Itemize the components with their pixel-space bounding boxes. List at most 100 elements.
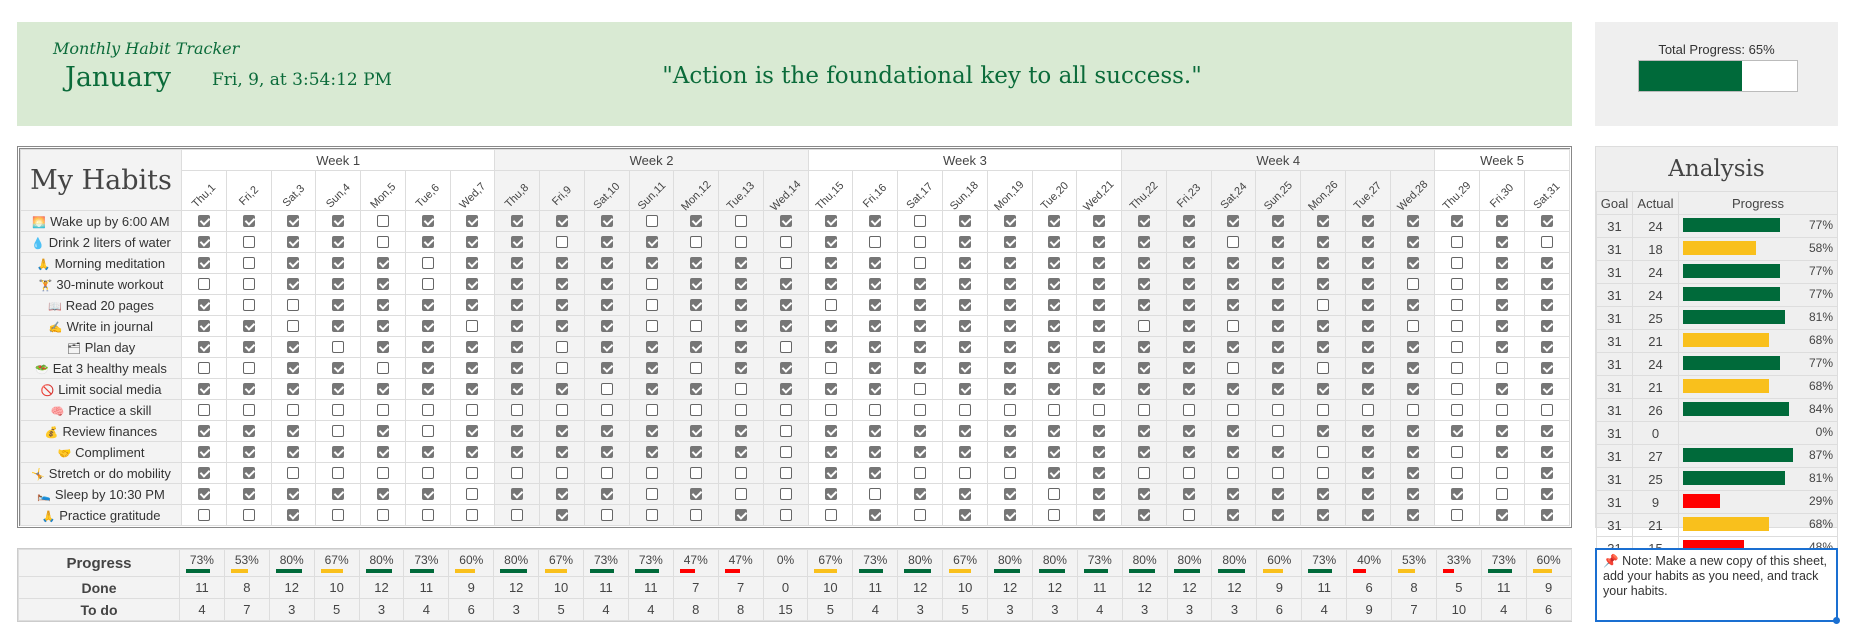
habit-checkbox[interactable] <box>376 466 389 479</box>
habit-checkbox[interactable] <box>197 235 210 248</box>
habit-checkbox[interactable] <box>511 508 524 521</box>
habit-checkbox[interactable] <box>824 340 837 353</box>
habit-checkbox[interactable] <box>332 487 345 500</box>
habit-checkbox[interactable] <box>690 424 703 437</box>
habit-checkbox[interactable] <box>421 361 434 374</box>
habit-checkbox[interactable] <box>1272 256 1285 269</box>
habit-checkbox[interactable] <box>1227 277 1240 290</box>
habit-checkbox[interactable] <box>1048 340 1061 353</box>
habit-checkbox[interactable] <box>1496 508 1509 521</box>
habit-checkbox[interactable] <box>421 466 434 479</box>
habit-checkbox[interactable] <box>1227 508 1240 521</box>
habit-checkbox[interactable] <box>287 382 300 395</box>
habit-checkbox[interactable] <box>1093 508 1106 521</box>
habit-checkbox[interactable] <box>511 235 524 248</box>
habit-checkbox[interactable] <box>421 235 434 248</box>
habit-checkbox[interactable] <box>1272 445 1285 458</box>
habit-checkbox[interactable] <box>914 277 927 290</box>
habit-checkbox[interactable] <box>1451 277 1464 290</box>
habit-checkbox[interactable] <box>1361 487 1374 500</box>
habit-checkbox[interactable] <box>869 487 882 500</box>
habit-checkbox[interactable] <box>1406 424 1419 437</box>
habit-checkbox[interactable] <box>1048 424 1061 437</box>
habit-checkbox[interactable] <box>511 445 524 458</box>
habit-checkbox[interactable] <box>556 277 568 290</box>
habit-checkbox[interactable] <box>824 319 837 332</box>
habit-checkbox[interactable] <box>735 424 748 437</box>
habit-checkbox[interactable] <box>332 298 345 311</box>
habit-checkbox[interactable] <box>1048 256 1061 269</box>
habit-checkbox[interactable] <box>466 235 479 248</box>
habit-checkbox[interactable] <box>1227 256 1240 269</box>
habit-checkbox[interactable] <box>197 277 210 290</box>
habit-checkbox[interactable] <box>287 403 300 416</box>
habit-checkbox[interactable] <box>914 382 927 395</box>
habit-checkbox[interactable] <box>1182 382 1195 395</box>
habit-checkbox[interactable] <box>1227 235 1240 248</box>
habit-checkbox[interactable] <box>1272 277 1285 290</box>
habit-checkbox[interactable] <box>1093 361 1106 374</box>
habit-checkbox[interactable] <box>1227 466 1240 479</box>
habit-checkbox[interactable] <box>824 445 837 458</box>
habit-checkbox[interactable] <box>1451 298 1464 311</box>
habit-checkbox[interactable] <box>1540 256 1553 269</box>
habit-checkbox[interactable] <box>1003 508 1016 521</box>
habit-checkbox[interactable] <box>1361 340 1374 353</box>
habit-checkbox[interactable] <box>1137 361 1150 374</box>
habit-checkbox[interactable] <box>197 214 210 227</box>
habit-checkbox[interactable] <box>779 361 792 374</box>
habit-checkbox[interactable] <box>332 424 345 437</box>
habit-checkbox[interactable] <box>1003 382 1016 395</box>
habit-checkbox[interactable] <box>1272 361 1285 374</box>
habit-checkbox[interactable] <box>958 319 971 332</box>
habit-checkbox[interactable] <box>690 214 703 227</box>
habit-checkbox[interactable] <box>197 340 210 353</box>
habit-checkbox[interactable] <box>1003 445 1016 458</box>
habit-checkbox[interactable] <box>466 508 479 521</box>
habit-checkbox[interactable] <box>1137 214 1150 227</box>
habit-checkbox[interactable] <box>914 256 927 269</box>
habit-checkbox[interactable] <box>645 361 658 374</box>
habit-checkbox[interactable] <box>1496 298 1509 311</box>
habit-checkbox[interactable] <box>197 298 210 311</box>
habit-checkbox[interactable] <box>1272 382 1285 395</box>
habit-checkbox[interactable] <box>914 361 927 374</box>
habit-checkbox[interactable] <box>287 487 300 500</box>
habit-checkbox[interactable] <box>779 235 792 248</box>
habit-checkbox[interactable] <box>1182 508 1195 521</box>
habit-checkbox[interactable] <box>376 361 389 374</box>
habit-checkbox[interactable] <box>735 340 748 353</box>
habit-checkbox[interactable] <box>1048 445 1061 458</box>
habit-checkbox[interactable] <box>1317 277 1330 290</box>
habit-checkbox[interactable] <box>466 340 479 353</box>
habit-checkbox[interactable] <box>1137 487 1150 500</box>
habit-checkbox[interactable] <box>287 445 300 458</box>
habit-checkbox[interactable] <box>466 319 479 332</box>
habit-checkbox[interactable] <box>1317 487 1330 500</box>
habit-checkbox[interactable] <box>197 319 210 332</box>
habit-checkbox[interactable] <box>914 445 927 458</box>
habit-checkbox[interactable] <box>376 256 389 269</box>
habit-checkbox[interactable] <box>1003 424 1016 437</box>
habit-checkbox[interactable] <box>511 487 524 500</box>
habit-checkbox[interactable] <box>1540 466 1553 479</box>
habit-checkbox[interactable] <box>1317 424 1330 437</box>
habit-checkbox[interactable] <box>1496 319 1509 332</box>
selection-handle[interactable] <box>1833 617 1840 624</box>
habit-checkbox[interactable] <box>1003 256 1016 269</box>
habit-checkbox[interactable] <box>1496 214 1509 227</box>
habit-checkbox[interactable] <box>1451 508 1464 521</box>
habit-checkbox[interactable] <box>1048 298 1061 311</box>
habit-checkbox[interactable] <box>556 340 568 353</box>
habit-checkbox[interactable] <box>914 214 927 227</box>
habit-checkbox[interactable] <box>242 382 255 395</box>
habit-checkbox[interactable] <box>1406 235 1419 248</box>
habit-checkbox[interactable] <box>1361 256 1374 269</box>
habit-checkbox[interactable] <box>869 319 882 332</box>
habit-checkbox[interactable] <box>690 382 703 395</box>
habit-checkbox[interactable] <box>287 235 300 248</box>
habit-checkbox[interactable] <box>690 466 703 479</box>
habit-checkbox[interactable] <box>287 277 300 290</box>
habit-checkbox[interactable] <box>1272 298 1285 311</box>
habit-checkbox[interactable] <box>735 466 748 479</box>
